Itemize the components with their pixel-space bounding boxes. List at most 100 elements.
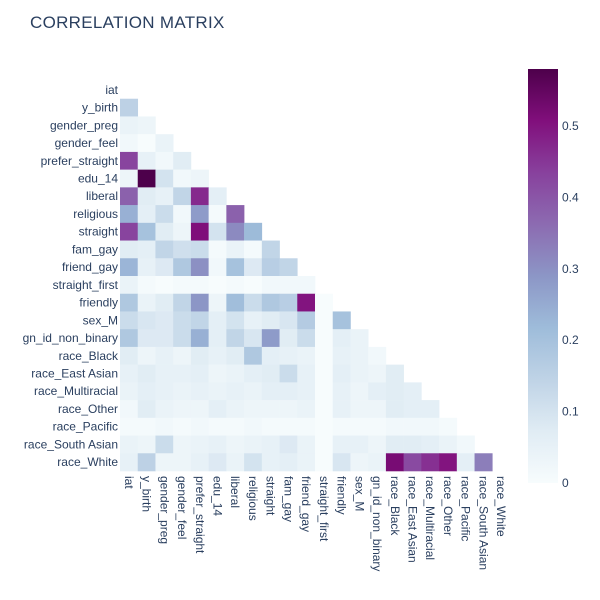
y-tick-label: edu_14 xyxy=(78,172,118,186)
colorbar-tick-label: 0.2 xyxy=(562,333,579,347)
heatmap-cell xyxy=(403,382,422,401)
heatmap-cell xyxy=(173,187,192,206)
heatmap-cell xyxy=(137,240,156,259)
heatmap-cell xyxy=(350,435,369,454)
heatmap-cell xyxy=(120,453,139,472)
x-tick-label: straight_first xyxy=(317,476,331,542)
heatmap-cell xyxy=(173,311,192,330)
x-tick-label: edu_14 xyxy=(211,476,225,516)
heatmap-cell xyxy=(155,134,174,153)
heatmap-cell xyxy=(332,400,351,419)
heatmap-cell xyxy=(120,169,139,188)
heatmap-cell xyxy=(120,435,139,454)
heatmap-cell xyxy=(350,382,369,401)
heatmap-cell xyxy=(208,311,227,330)
heatmap-cell xyxy=(279,382,298,401)
heatmap-cell xyxy=(421,453,440,472)
heatmap-cell xyxy=(226,240,245,259)
heatmap-cell xyxy=(173,329,192,348)
chart-title: CORRELATION MATRIX xyxy=(30,13,225,32)
heatmap-cell xyxy=(279,453,298,472)
heatmap-cell xyxy=(244,276,263,295)
heatmap-cell xyxy=(315,364,334,383)
heatmap-cell xyxy=(297,382,316,401)
heatmap-cell xyxy=(173,151,192,170)
heatmap-cell xyxy=(279,346,298,365)
heatmap-cell xyxy=(368,435,387,454)
heatmap-cell xyxy=(137,293,156,312)
x-tick-label: religious xyxy=(246,476,260,521)
y-tick-label: y_birth xyxy=(82,101,118,115)
heatmap-cell xyxy=(261,276,280,295)
heatmap-cell xyxy=(155,346,174,365)
heatmap-cell xyxy=(279,364,298,383)
heatmap-cell xyxy=(155,364,174,383)
heatmap-cell xyxy=(155,151,174,170)
x-tick-label: friendly xyxy=(335,476,349,515)
x-tick-label: race_Black xyxy=(388,476,402,536)
heatmap-cell xyxy=(137,151,156,170)
heatmap-cell xyxy=(261,453,280,472)
x-tick-label: race_White xyxy=(494,476,508,537)
heatmap-cell xyxy=(244,453,263,472)
heatmap-cell xyxy=(368,417,387,436)
x-tick-label: iat xyxy=(122,476,136,489)
x-tick-label: gn_id_non_binary xyxy=(370,476,384,571)
heatmap-cell xyxy=(190,169,209,188)
heatmap-cell xyxy=(261,258,280,277)
heatmap-cell xyxy=(173,346,192,365)
heatmap-cell xyxy=(261,400,280,419)
heatmap-cell xyxy=(208,453,227,472)
heatmap-cell xyxy=(155,293,174,312)
heatmap-cell xyxy=(297,311,316,330)
heatmap-cell xyxy=(190,258,209,277)
heatmap-cell xyxy=(279,417,298,436)
heatmap-cell xyxy=(190,293,209,312)
heatmap-cell xyxy=(155,205,174,224)
heatmap-cell xyxy=(474,453,493,472)
x-tick-label: race_East Asian xyxy=(406,476,420,563)
heatmap-cell xyxy=(155,169,174,188)
heatmap-cell xyxy=(190,435,209,454)
y-tick-label: race_Pacific xyxy=(53,420,118,434)
heatmap-cells xyxy=(120,81,510,472)
x-tick-label: y_birth xyxy=(140,476,154,512)
heatmap-cell xyxy=(208,382,227,401)
y-tick-label: liberal xyxy=(86,189,118,203)
y-tick-label: race_White xyxy=(57,455,118,469)
heatmap-cell xyxy=(279,329,298,348)
heatmap-cell xyxy=(208,258,227,277)
heatmap-cell xyxy=(332,311,351,330)
heatmap-cell xyxy=(120,222,139,241)
heatmap-cell xyxy=(261,293,280,312)
x-tick-label: straight xyxy=(264,476,278,516)
heatmap-cell xyxy=(137,311,156,330)
heatmap-cell xyxy=(403,417,422,436)
heatmap-cell xyxy=(226,311,245,330)
heatmap-cell xyxy=(244,258,263,277)
heatmap-cell xyxy=(190,364,209,383)
heatmap-cell xyxy=(155,400,174,419)
heatmap-cell xyxy=(120,311,139,330)
heatmap-cell xyxy=(315,293,334,312)
heatmap-cell xyxy=(385,435,404,454)
heatmap-cell xyxy=(155,382,174,401)
heatmap-cell xyxy=(244,329,263,348)
heatmap-cell xyxy=(137,187,156,206)
heatmap-cell xyxy=(208,276,227,295)
y-tick-label: race_East Asian xyxy=(31,367,118,381)
heatmap-cell xyxy=(368,382,387,401)
heatmap-cell xyxy=(403,435,422,454)
x-tick-label: race_Multiracial xyxy=(423,476,437,560)
heatmap-cell xyxy=(315,346,334,365)
heatmap-cell xyxy=(439,435,458,454)
heatmap-cell xyxy=(315,453,334,472)
heatmap-cell xyxy=(120,329,139,348)
heatmap-cell xyxy=(350,400,369,419)
heatmap-cell xyxy=(279,400,298,419)
colorbar-tick-label: 0 xyxy=(562,476,569,490)
heatmap-cell xyxy=(332,346,351,365)
heatmap-cell xyxy=(244,293,263,312)
heatmap-cell xyxy=(226,382,245,401)
heatmap-cell xyxy=(226,205,245,224)
